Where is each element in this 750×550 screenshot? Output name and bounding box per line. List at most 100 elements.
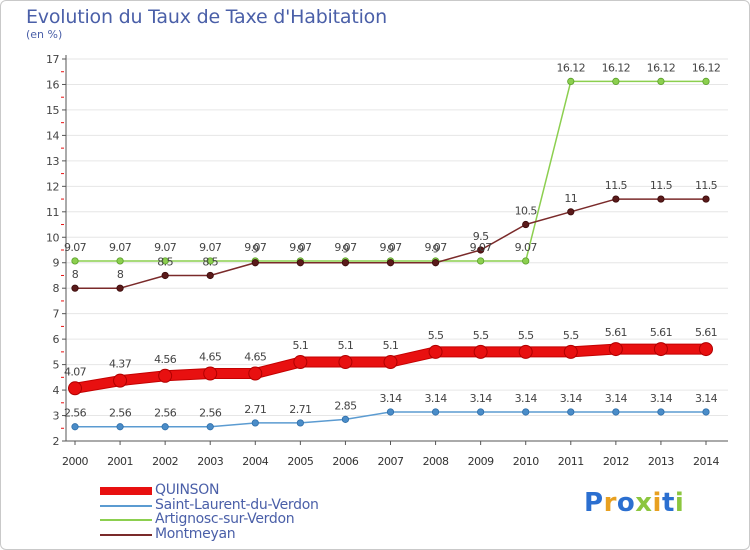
x-tick-label: 2011 — [558, 455, 584, 468]
chart-title: Evolution du Taux de Taxe d'Habitation — [26, 6, 387, 28]
x-tick-label: 2007 — [378, 455, 404, 468]
y-tick-label: 9 — [53, 257, 60, 270]
data-label: 3.14 — [605, 392, 628, 405]
data-label: 5.61 — [650, 326, 672, 339]
logo-letter: i — [652, 488, 662, 518]
proxiti-logo: Proxiti — [584, 488, 684, 518]
data-label: 3.14 — [470, 392, 493, 405]
data-point — [522, 220, 530, 229]
data-point-quinson — [653, 342, 668, 357]
data-label: 9.07 — [109, 241, 132, 254]
data-label: 11 — [564, 192, 577, 205]
data-label: 2.56 — [199, 407, 222, 420]
data-point — [71, 257, 79, 265]
data-label: 4.65 — [244, 351, 267, 364]
data-label: 11.5 — [650, 179, 673, 192]
data-label: 9.07 — [154, 241, 177, 254]
y-tick-label: 11 — [46, 206, 59, 219]
data-point — [161, 271, 169, 280]
data-point — [477, 408, 485, 416]
data-point — [71, 423, 79, 431]
y-tick-label: 5 — [53, 359, 60, 372]
y-tick-label: 4 — [53, 384, 60, 397]
x-tick-label: 2004 — [242, 455, 268, 468]
data-label: 3.14 — [650, 392, 673, 405]
x-tick-label: 2014 — [693, 455, 719, 468]
data-point — [657, 408, 665, 416]
data-label: 2.56 — [109, 407, 132, 420]
data-label: 16.12 — [602, 61, 631, 74]
data-label: 5.5 — [428, 329, 444, 342]
legend-label-montmeyan: Montmeyan — [155, 525, 236, 542]
data-label: 9.07 — [425, 241, 448, 254]
legend-swatch-quinson — [100, 487, 152, 495]
data-point — [522, 408, 530, 416]
data-point — [161, 257, 169, 265]
x-tick-label: 2001 — [107, 455, 133, 468]
data-point — [296, 259, 304, 267]
data-label: 5.5 — [518, 329, 534, 342]
x-tick-label: 2002 — [152, 455, 178, 468]
logo-letter: t — [661, 488, 675, 518]
data-label: 8 — [117, 268, 124, 281]
data-label: 16.12 — [647, 61, 676, 74]
data-label: 2.85 — [334, 399, 357, 412]
data-label: 3.14 — [425, 392, 448, 405]
data-label: 16.12 — [692, 61, 721, 74]
data-label: 9.5 — [473, 230, 489, 243]
data-label: 2.71 — [244, 403, 266, 416]
data-point — [206, 271, 214, 280]
data-label: 5.5 — [563, 329, 579, 342]
data-point — [702, 77, 710, 86]
data-point — [657, 77, 665, 86]
x-tick-label: 2000 — [62, 455, 88, 468]
data-label: 9.07 — [470, 241, 493, 254]
y-tick-label: 2 — [53, 435, 60, 448]
x-tick-label: 2010 — [513, 455, 539, 468]
data-label: 5.61 — [605, 326, 627, 339]
x-tick-label: 2013 — [648, 455, 674, 468]
y-tick-label: 12 — [46, 180, 59, 193]
y-tick-label: 8 — [53, 282, 60, 295]
legend-label-saint-laurent: Saint-Laurent-du-Verdon — [155, 496, 319, 513]
data-label: 9 — [387, 243, 394, 256]
data-label: 2.56 — [64, 407, 87, 420]
data-point-quinson — [338, 355, 353, 370]
data-label: 8 — [72, 268, 79, 281]
data-label: 9.07 — [244, 241, 267, 254]
data-point — [71, 284, 79, 292]
data-point — [702, 408, 710, 416]
y-tick-label: 16 — [46, 78, 59, 91]
x-tick-label: 2009 — [468, 455, 494, 468]
data-point — [116, 257, 124, 265]
data-label: 8.5 — [202, 255, 218, 268]
legend-label-quinson: QUINSON — [155, 482, 220, 498]
data-label: 9.07 — [199, 241, 222, 254]
data-point — [431, 259, 440, 267]
data-point — [431, 408, 440, 416]
x-tick-label: 2008 — [423, 455, 449, 468]
data-label: 11.5 — [605, 179, 628, 192]
data-point — [612, 77, 620, 86]
data-point — [567, 77, 575, 86]
y-tick-label: 3 — [53, 410, 60, 423]
data-label: 11.5 — [695, 179, 718, 192]
logo-letter: P — [584, 488, 604, 518]
y-tick-label: 13 — [46, 155, 59, 168]
data-label: 9 — [432, 243, 439, 256]
data-label: 5.1 — [293, 339, 309, 352]
data-point-quinson — [113, 373, 128, 388]
data-point — [386, 408, 395, 416]
data-point-quinson — [699, 342, 713, 357]
data-point — [116, 284, 124, 292]
data-label: 5.61 — [695, 326, 717, 339]
data-point — [657, 195, 665, 203]
data-point-quinson — [293, 355, 308, 370]
data-label: 9 — [342, 243, 349, 256]
data-point — [296, 419, 304, 427]
legend-label-artignosc: Artignosc-sur-Verdon — [155, 511, 295, 527]
data-point — [251, 419, 259, 427]
y-tick-label: 17 — [46, 53, 59, 66]
data-label: 3.14 — [515, 392, 538, 405]
data-label: 9.07 — [515, 241, 538, 254]
